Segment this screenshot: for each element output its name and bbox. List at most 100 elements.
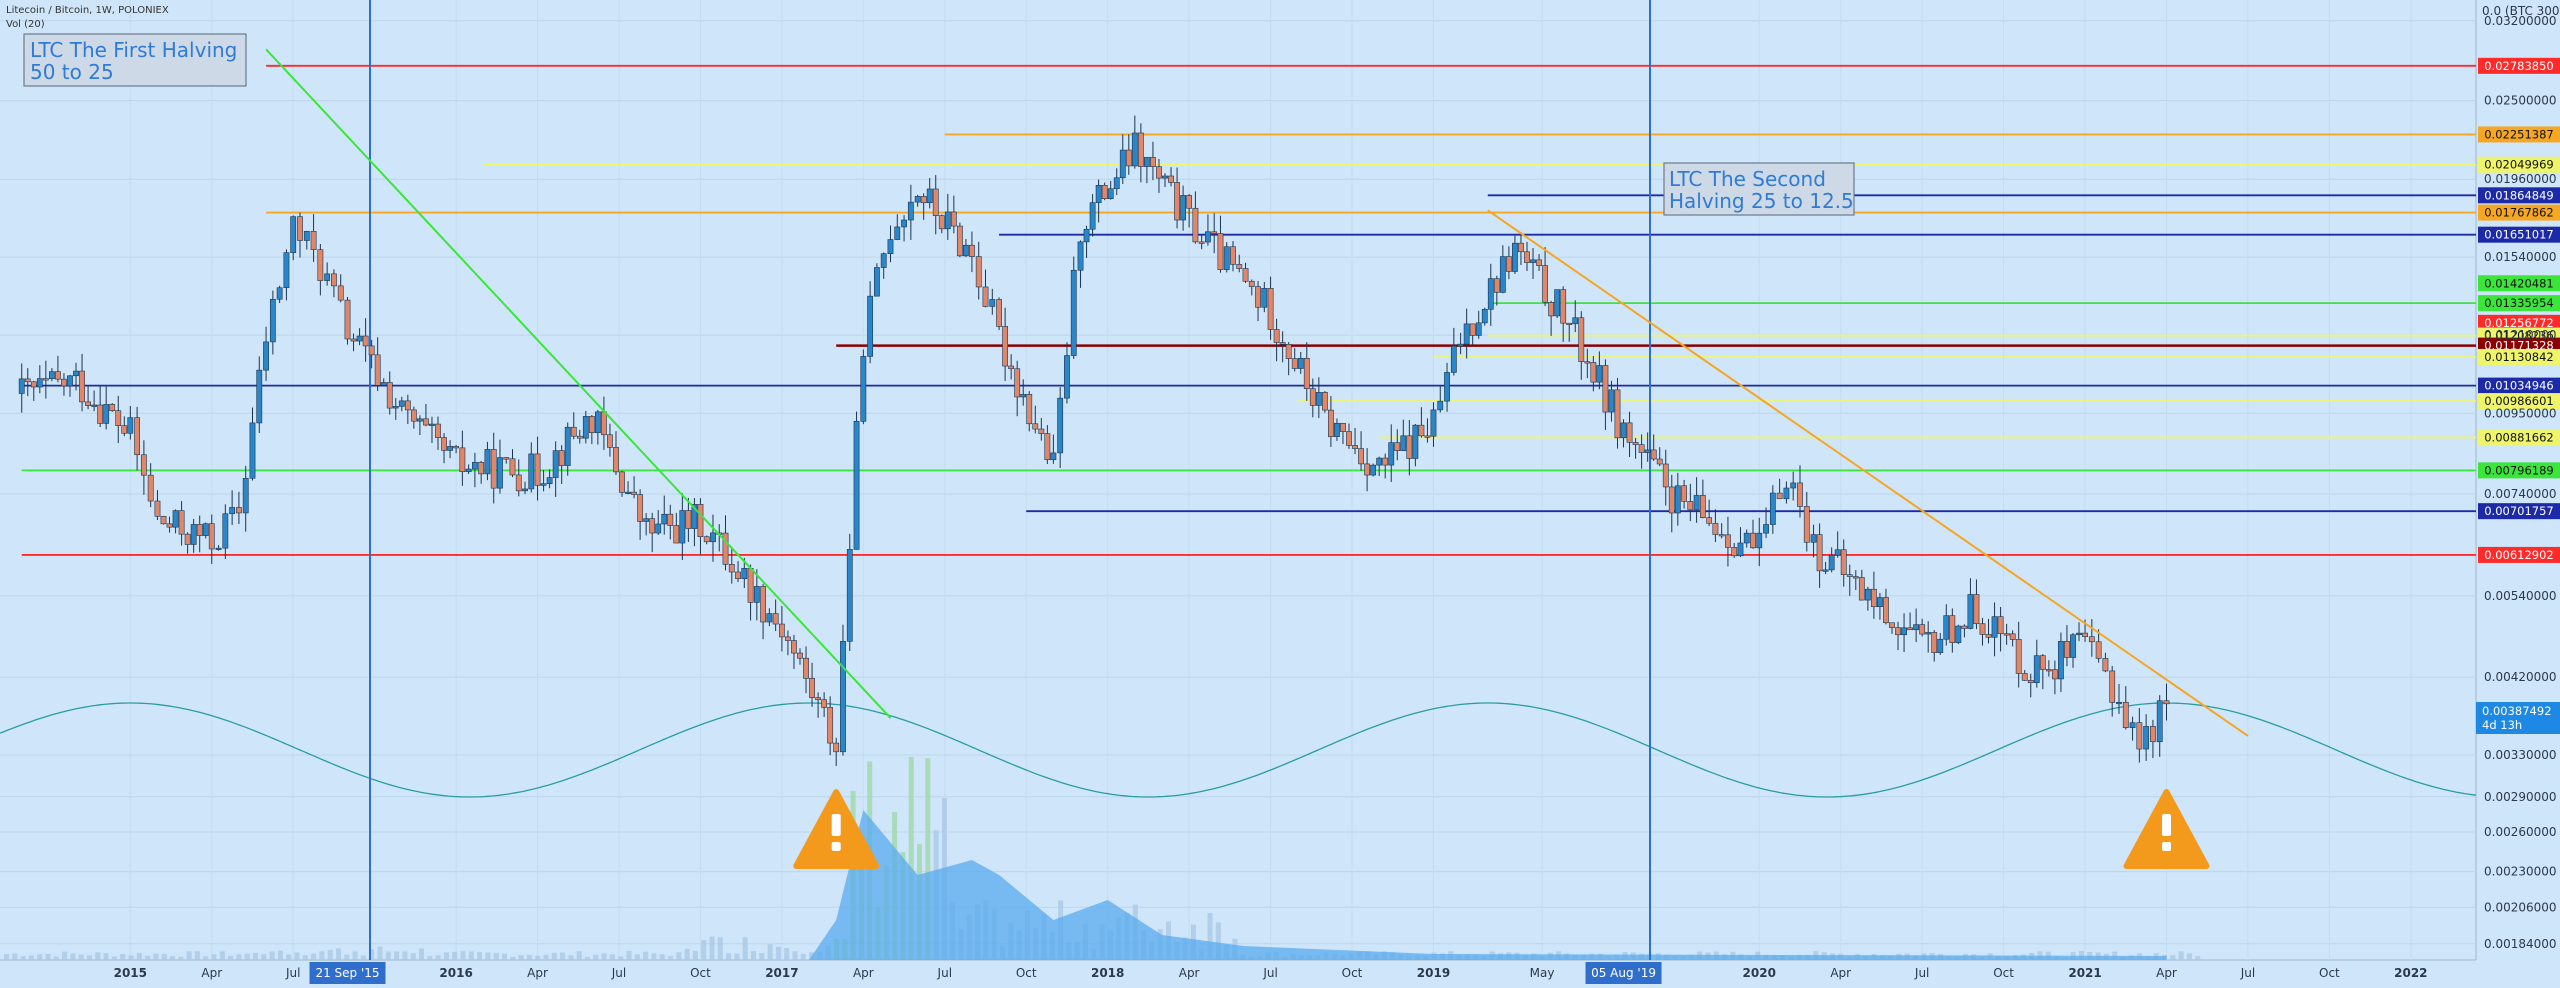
candle-body: [766, 613, 773, 623]
candle-body: [2009, 633, 2016, 640]
volume-bar: [294, 952, 300, 960]
current-price-value: 0.00387492: [2482, 704, 2552, 718]
first-halving-note[interactable]: LTC The First Halving 50 to 25: [23, 33, 247, 87]
candle-body: [1810, 534, 1817, 543]
candle-body: [1858, 577, 1865, 601]
x-tick-label: 2022: [2394, 966, 2427, 980]
candle-body: [1394, 442, 1401, 451]
level-price-label: 0.00612902: [2484, 548, 2554, 562]
candle-body: [1107, 188, 1114, 199]
level-price-label: 0.00701757: [2484, 504, 2554, 518]
candle-body: [2122, 701, 2129, 729]
candle-body: [1699, 495, 1706, 518]
candle-body: [1725, 534, 1731, 548]
candle-body: [1776, 492, 1783, 500]
candle-body: [1248, 280, 1255, 287]
candle-body: [685, 510, 692, 529]
level-price-tag: [2478, 348, 2560, 365]
y-tick-label: 0.00540000: [2484, 589, 2557, 603]
candle-body: [1020, 394, 1027, 398]
candle-body: [1584, 361, 1591, 364]
candle-body: [2051, 669, 2058, 680]
volume-bar: [800, 953, 806, 960]
candle-body: [178, 510, 185, 535]
candle-body: [160, 515, 167, 525]
y-tick-label: 0.00184000: [2484, 937, 2557, 951]
candle-body: [853, 421, 860, 550]
level-price-label: 0.02783850: [2484, 59, 2554, 73]
candle-body: [1554, 289, 1561, 317]
candle-body: [109, 404, 116, 412]
x-tick-label: Apr: [201, 966, 222, 980]
level-price-label: 0.02251387: [2484, 127, 2554, 141]
candle-body: [860, 356, 867, 422]
candle-body: [1083, 228, 1090, 243]
candle-body: [1143, 157, 1150, 167]
candle-body: [1119, 149, 1126, 179]
warning-bang-dot: [2162, 842, 2171, 851]
volume-bar: [792, 951, 798, 960]
candle-body: [222, 513, 229, 549]
candle-body: [546, 477, 553, 484]
candle-body: [497, 457, 503, 489]
candle-body: [2102, 658, 2109, 672]
candle-body: [115, 410, 122, 426]
candle-body: [1382, 457, 1389, 466]
candle-body: [1895, 627, 1901, 636]
candle-body: [1542, 265, 1548, 303]
time-axis-panel: [0, 960, 2476, 988]
volume-bar: [2037, 951, 2043, 960]
warning-markers-layer: [793, 789, 2210, 869]
candle-body: [2109, 670, 2116, 703]
volume-bar: [659, 954, 665, 960]
candle-body: [1590, 362, 1597, 383]
candle-body: [1512, 242, 1518, 272]
candle-body: [1388, 442, 1395, 466]
candle-body: [2064, 641, 2070, 658]
candle-body: [1907, 627, 1913, 631]
candle-body: [103, 404, 110, 424]
x-tick-label: 2020: [1743, 966, 1776, 980]
candle-body: [1070, 269, 1077, 356]
candle-body: [324, 273, 331, 281]
second-halving-note[interactable]: LTC The Second Halving 25 to 12.5: [1663, 162, 1855, 216]
x-tick-label: 05 Aug '19: [1591, 966, 1656, 980]
volume-bar: [767, 944, 773, 960]
candle-body: [1756, 532, 1763, 549]
candle-body: [55, 371, 61, 380]
candle-body: [1712, 522, 1719, 535]
volume-bar: [609, 954, 615, 960]
candle-body: [1321, 392, 1328, 411]
y-tick-label: 0.01540000: [2484, 250, 2557, 264]
x-tick-label: Jul: [611, 966, 626, 980]
candle-body: [1064, 355, 1070, 399]
current-price-tag: 0.00387492 4d 13h: [2476, 702, 2560, 734]
candle-body: [1931, 632, 1938, 653]
volume-bar: [45, 953, 51, 960]
candle-body: [236, 507, 242, 514]
candle-body: [429, 423, 435, 426]
candle-body: [534, 453, 541, 486]
candle-body: [932, 188, 939, 216]
candle-body: [601, 411, 607, 436]
volume-bar: [186, 951, 192, 960]
candle-body: [1602, 365, 1609, 413]
candle-body: [368, 345, 375, 356]
candle-body: [1943, 615, 1950, 640]
candle-body: [785, 636, 791, 641]
candle-body: [1475, 322, 1482, 336]
volume-bar: [128, 955, 134, 960]
volume-bar: [535, 955, 541, 960]
level-price-tag: [2478, 156, 2560, 173]
candle-body: [2045, 669, 2052, 672]
volume-bar: [643, 951, 649, 960]
volume-bar: [443, 952, 449, 960]
volume-bar: [676, 952, 682, 960]
candle-body: [386, 382, 393, 409]
candle-body: [1430, 409, 1437, 437]
candle-body: [894, 226, 901, 240]
warning-bang-dot: [831, 842, 841, 851]
volume-bar: [759, 952, 765, 960]
y-tick-label: 0.00206000: [2484, 900, 2557, 914]
